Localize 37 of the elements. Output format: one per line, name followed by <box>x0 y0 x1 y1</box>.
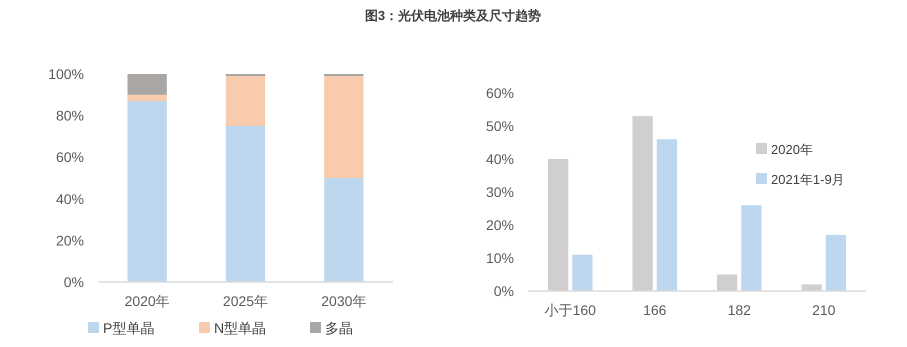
x-tick-label: 210 <box>812 302 836 318</box>
legend-label: P型单晶 <box>103 320 154 336</box>
bar <box>324 178 364 282</box>
y-tick-label: 10% <box>486 250 514 266</box>
x-tick-label: 2020年 <box>124 293 170 309</box>
legend-label: 多晶 <box>325 320 353 336</box>
y-tick-label: 20% <box>56 232 84 248</box>
x-tick-label: 2030年 <box>321 293 366 309</box>
y-tick-label: 100% <box>48 66 84 82</box>
bar <box>826 234 846 291</box>
y-tick-label: 0% <box>494 283 514 299</box>
x-tick-label: 小于160 <box>544 302 596 318</box>
bar <box>741 205 762 291</box>
y-tick-label: 20% <box>486 217 514 233</box>
x-tick-label: 166 <box>643 302 667 318</box>
y-tick-label: 50% <box>486 118 514 134</box>
bar <box>226 126 266 282</box>
bar <box>128 101 167 282</box>
x-tick-label: 182 <box>728 302 752 318</box>
y-tick-label: 40% <box>486 151 514 167</box>
y-tick-label: 60% <box>486 85 514 101</box>
y-tick-label: 40% <box>56 190 84 207</box>
text: 图3：光伏电池种类及尺寸趋势 <box>364 8 542 23</box>
bar <box>656 139 678 291</box>
bar <box>128 74 167 95</box>
legend-label: N型单晶 <box>214 320 266 336</box>
x-tick-label: 2025年 <box>222 293 268 309</box>
y-tick-label: 60% <box>56 149 84 166</box>
y-tick-label: 0% <box>64 274 84 290</box>
y-tick-label: 30% <box>486 184 514 200</box>
bar <box>226 76 266 126</box>
bar <box>572 254 593 291</box>
y-tick-label: 80% <box>56 108 84 124</box>
legend-label: 2021年1-9月 <box>771 172 845 187</box>
legend-label: 2020年 <box>771 142 813 157</box>
bar <box>128 94 167 102</box>
bar <box>324 76 364 178</box>
